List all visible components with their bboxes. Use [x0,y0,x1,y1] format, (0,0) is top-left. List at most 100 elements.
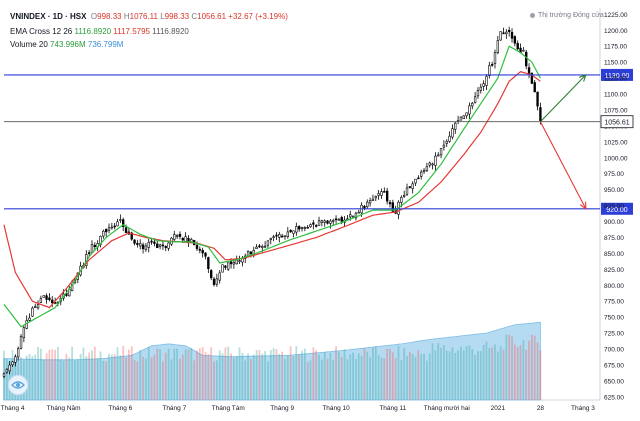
volume-bar [309,360,312,400]
volume-bar [145,358,147,400]
volume-bar [372,347,374,400]
volume-bar [386,348,389,400]
volume-bar [440,347,442,400]
x-tick-label: Tháng 9 [270,405,294,412]
candle [229,261,233,265]
volume-bar [136,361,139,400]
legend-volume-row[interactable]: Volume 20 743.996M 736.799M [10,40,123,49]
candle [295,226,298,233]
candle [255,246,258,249]
candle [317,220,321,226]
y-tick-label: 1200.00 [604,28,628,35]
volume-bar [428,353,431,400]
volume-bar [477,351,479,400]
eye-icon[interactable] [8,375,28,395]
volume-bar [423,353,425,400]
candle [158,244,162,247]
candle [479,86,482,91]
volume-bar [142,356,144,400]
candle [473,96,477,103]
y-tick-label: 850.00 [604,251,624,258]
volume-bar [96,358,99,400]
volume-bar [193,360,196,400]
volume-bar [454,352,457,400]
candle [173,234,176,240]
volume-bar [318,354,320,400]
volume-bar [332,360,335,400]
candle [141,244,145,250]
volume-bar [298,354,301,400]
candle [388,202,392,205]
candle [130,232,133,240]
market-status-text: Thị trường Đóng cửa [538,12,604,19]
candle [468,105,471,115]
volume-bar [108,353,110,400]
volume-bar [462,350,465,400]
volume-bar [221,353,224,400]
ema-value-3: 1116.8920 [152,27,189,36]
candle [198,248,202,251]
volume-bar [352,352,354,400]
high-value: 1076.11 [129,12,158,21]
candle [8,364,11,372]
volume-bar [511,336,513,400]
candle [329,220,332,224]
candle [286,231,289,237]
volume-bar [252,354,255,400]
arrow-head-down [579,201,587,210]
volume-bar [437,343,440,400]
volume-bar [303,348,306,400]
candle [104,229,108,233]
candle [42,295,45,298]
candle [261,246,264,248]
volume-bar [431,343,434,400]
volume-bar [176,348,179,400]
volume-bar [519,345,522,400]
legend-symbol-row: VNINDEX · 1D · HSX O998.33 H1076.11 L998… [10,12,288,21]
candle [385,190,389,202]
volume-bar [516,347,519,400]
candle [442,144,446,148]
candle [184,236,187,242]
volume-bar [99,351,102,400]
candle [204,252,207,257]
candle [122,219,125,227]
candle [323,220,326,223]
candle [315,225,318,227]
y-tick-label: 900.00 [604,219,624,226]
candle [113,225,116,228]
candle [17,348,20,358]
candle [312,222,315,225]
time-axis: Tháng 4 Tháng Năm Tháng 6 Tháng 7 Tháng Tám T… [1,405,596,412]
candle [536,91,539,107]
volume-bar [301,350,303,400]
volume-bar [233,357,235,400]
hline-label: 920.00 [606,207,628,214]
candle [164,246,167,248]
y-tick-label: 1225.00 [604,12,628,19]
horizontal-lines [4,74,600,210]
volume-bar [179,358,181,400]
candle [153,241,156,244]
volume-bar [417,350,420,400]
candle [11,361,14,366]
volume-bar [383,358,386,400]
candle [207,257,210,269]
volume-bar [278,353,281,400]
volume-bar [471,348,474,400]
candle [5,368,9,373]
volume-bar [198,348,201,400]
candle [22,327,26,338]
candle [280,235,284,238]
volume-bar [491,347,494,400]
candle [119,219,122,221]
candle [306,226,309,229]
volume-bar [460,346,462,400]
volume-bar [445,350,448,400]
candle [110,226,114,229]
candle [144,245,148,250]
candle [201,249,204,254]
low-value: 998.33 [164,12,190,21]
legend-ema-row[interactable]: EMA Cross 12 26 1116.8920 1117.5795 1116… [10,27,189,36]
